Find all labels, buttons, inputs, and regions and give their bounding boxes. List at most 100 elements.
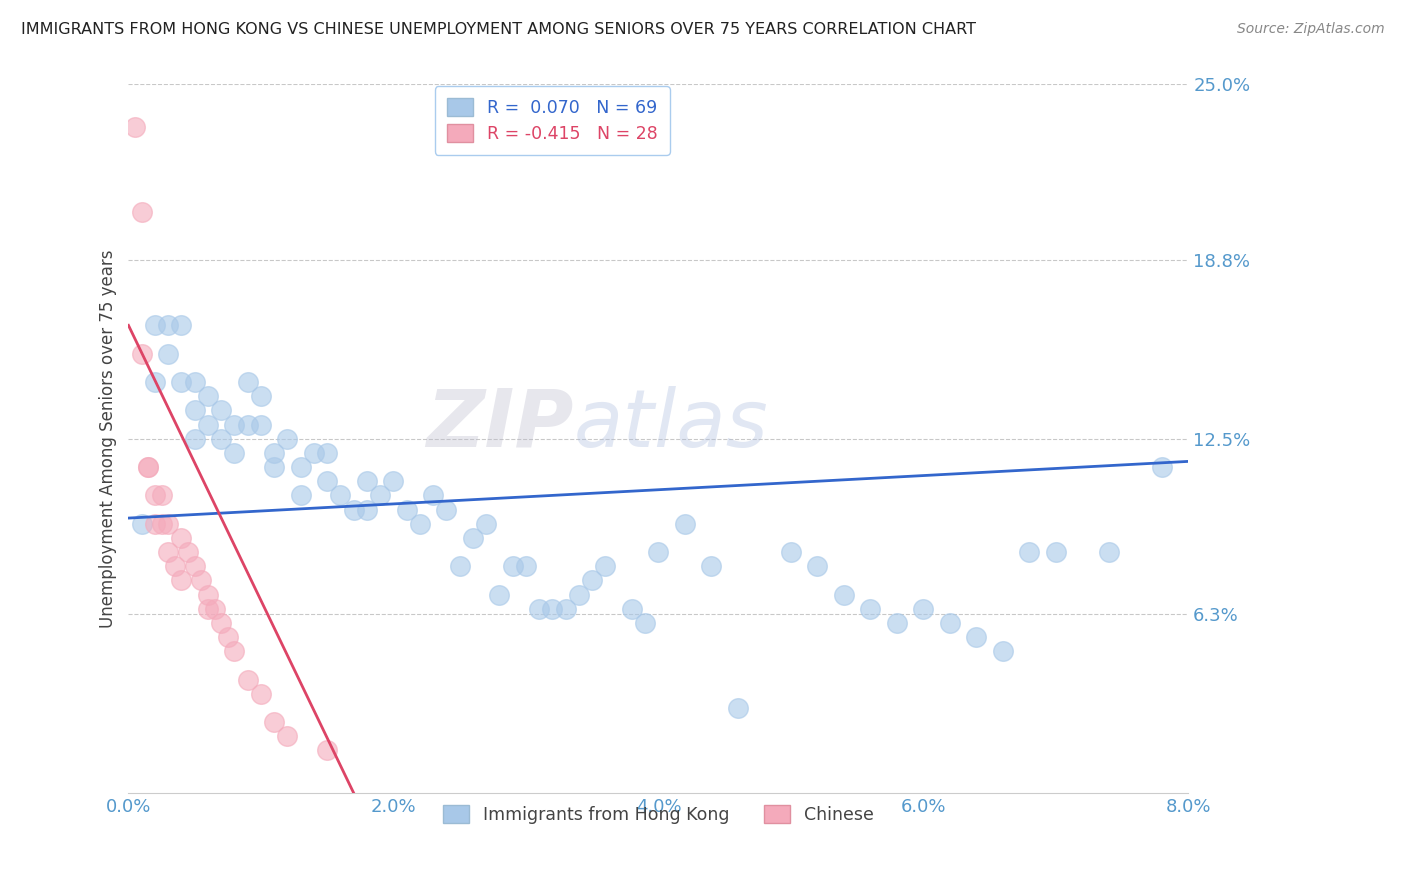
Point [620,601,643,615]
Point [204,601,226,615]
Point [1045,545,1067,559]
Point [290,488,312,502]
Point [263,446,285,460]
Point [263,460,285,475]
Point [197,601,219,615]
Point [449,559,471,574]
Point [170,574,193,588]
Point [700,559,723,574]
Point [859,601,882,615]
Point [163,559,186,574]
Point [527,601,550,615]
Point [209,403,232,417]
Point [157,516,180,531]
Text: ZIP: ZIP [426,385,574,464]
Point [236,673,259,687]
Point [263,715,285,730]
Point [143,516,166,531]
Point [197,588,219,602]
Point [595,559,617,574]
Point [912,601,935,615]
Point [1018,545,1040,559]
Point [382,475,405,489]
Point [568,588,591,602]
Point [236,417,259,432]
Point [177,545,200,559]
Legend: Immigrants from Hong Kong, Chinese: Immigrants from Hong Kong, Chinese [433,795,884,834]
Point [461,531,484,545]
Point [647,545,669,559]
Point [143,375,166,389]
Point [250,417,273,432]
Point [209,432,232,446]
Point [197,417,219,432]
Point [316,446,339,460]
Point [329,488,352,502]
Point [217,630,239,644]
Point [302,446,325,460]
Point [183,559,205,574]
Point [1098,545,1121,559]
Point [343,502,366,516]
Point [1150,460,1173,475]
Point [150,488,173,502]
Text: atlas: atlas [574,385,768,464]
Point [190,574,212,588]
Point [224,644,246,658]
Point [224,417,246,432]
Y-axis label: Unemployment Among Seniors over 75 years: Unemployment Among Seniors over 75 years [100,250,117,628]
Point [515,559,537,574]
Point [502,559,524,574]
Point [150,516,173,531]
Point [779,545,801,559]
Point [541,601,564,615]
Text: IMMIGRANTS FROM HONG KONG VS CHINESE UNEMPLOYMENT AMONG SENIORS OVER 75 YEARS CO: IMMIGRANTS FROM HONG KONG VS CHINESE UNE… [21,22,976,37]
Point [316,743,339,757]
Point [488,588,510,602]
Point [183,403,205,417]
Point [131,205,153,219]
Point [409,516,432,531]
Point [356,502,378,516]
Point [316,475,339,489]
Point [395,502,418,516]
Point [170,375,193,389]
Point [422,488,444,502]
Point [131,347,153,361]
Point [224,446,246,460]
Point [124,120,146,134]
Point [554,601,576,615]
Point [368,488,391,502]
Point [197,389,219,403]
Point [673,516,696,531]
Point [250,389,273,403]
Point [138,460,160,475]
Point [832,588,855,602]
Point [183,432,205,446]
Point [170,318,193,333]
Point [157,545,180,559]
Point [581,574,603,588]
Point [991,644,1014,658]
Point [250,687,273,701]
Point [170,531,193,545]
Point [356,475,378,489]
Point [276,729,298,743]
Point [143,318,166,333]
Point [939,615,962,630]
Point [475,516,498,531]
Point [138,460,160,475]
Point [183,375,205,389]
Point [806,559,828,574]
Text: Source: ZipAtlas.com: Source: ZipAtlas.com [1237,22,1385,37]
Point [157,347,180,361]
Point [236,375,259,389]
Point [209,615,232,630]
Point [965,630,987,644]
Point [143,488,166,502]
Point [634,615,657,630]
Point [436,502,458,516]
Point [886,615,908,630]
Point [290,460,312,475]
Point [131,516,153,531]
